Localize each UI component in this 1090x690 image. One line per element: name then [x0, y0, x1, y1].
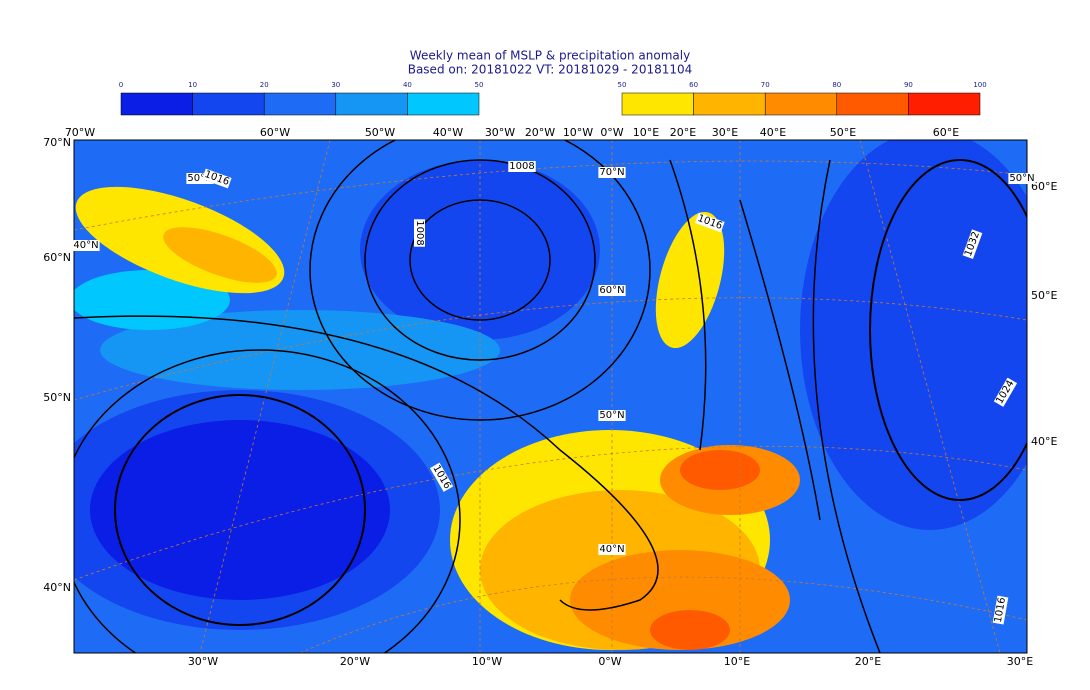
colorbars: 0 10 20 30 40 50 50 60 70 80 90 100 — [119, 81, 987, 116]
colorbar-tick-label: 10 — [188, 81, 197, 89]
label-box — [429, 462, 454, 492]
label-box — [186, 173, 214, 184]
top-axis-label: 10°W — [563, 126, 593, 139]
bottom-axis-label: 20°W — [340, 655, 370, 668]
subtitle: Based on: 20181022 VT: 20181029 - 201811… — [408, 63, 693, 77]
top-axis-label: 20°E — [670, 126, 696, 139]
label-box — [1008, 173, 1036, 184]
colorbar-tick-label: 50 — [475, 81, 484, 89]
label-box — [598, 285, 626, 296]
graticule-label: 50°N — [599, 410, 624, 421]
label-box — [598, 167, 626, 178]
isobars — [74, 140, 1027, 653]
colorbar-swatch — [764, 92, 838, 116]
label-box — [962, 229, 983, 259]
right-axis-label: 50°E — [1031, 289, 1057, 302]
labels: 70°W 60°W 50°W 40°W 30°W 20°W 10°W 0°W 10°E 20°E 3… — [43, 126, 1057, 668]
label-box — [202, 168, 232, 189]
colorbar-tick-label: 90 — [904, 81, 913, 89]
colorbar-swatch — [621, 92, 694, 116]
colorbar-tick-label: 40 — [403, 81, 412, 89]
map-field — [74, 140, 1027, 653]
anomaly-area — [800, 140, 1027, 530]
bottom-axis-label: 30°W — [188, 655, 218, 668]
top-axis-label: 50°W — [365, 126, 395, 139]
anomaly-area — [90, 420, 390, 600]
colorbar-tick-label: 0 — [119, 81, 123, 89]
top-axis-label: 70°W — [65, 126, 95, 139]
graticule-label: 50°N — [1009, 173, 1034, 184]
top-axis-label: 20°W — [525, 126, 555, 139]
graticule-label: 60°N — [599, 285, 624, 296]
label-box — [508, 161, 536, 172]
top-axis-label: 10°E — [633, 126, 659, 139]
label-box — [598, 544, 626, 555]
left-axis-label: 40°N — [43, 581, 71, 594]
colorbar-tick-label: 50 — [618, 81, 627, 89]
title: Weekly mean of MSLP & precipitation anom… — [410, 49, 690, 63]
colorbar-swatch — [407, 92, 480, 116]
left-axis-label: 50°N — [43, 391, 71, 404]
isobar-label: 1008 — [509, 161, 534, 172]
right-axis-label: 40°E — [1031, 435, 1057, 448]
bottom-axis-label: 10°E — [724, 655, 750, 668]
left-axis-label: 60°N — [43, 251, 71, 264]
anomaly-area — [100, 310, 500, 390]
top-axis-label: 30°E — [712, 126, 738, 139]
bottom-axis-label: 0°W — [598, 655, 621, 668]
colorbar-swatch — [693, 92, 766, 116]
bottom-axis-label: 20°E — [855, 655, 881, 668]
anomaly-area — [650, 610, 730, 650]
left-axis-label: 70°N — [43, 136, 71, 149]
colorbar-swatch — [192, 92, 265, 116]
top-axis-label: 30°W — [485, 126, 515, 139]
colorbar-tick-label: 100 — [973, 81, 986, 89]
graticule-label: 40°N — [599, 544, 624, 555]
top-axis-label: 60°E — [933, 126, 959, 139]
graticule-label: 70°N — [599, 167, 624, 178]
graticule-label: 40°N — [73, 240, 98, 251]
anomaly-area — [680, 450, 760, 490]
colorbar-swatch — [836, 92, 909, 116]
label-box — [695, 212, 725, 233]
label-box — [414, 219, 425, 247]
isobar-label: 1008 — [414, 220, 425, 245]
label-box — [992, 595, 1009, 625]
label-box — [598, 410, 626, 421]
top-axis-label: 60°W — [260, 126, 290, 139]
colorbar-tick-label: 80 — [832, 81, 841, 89]
anomaly-area — [163, 227, 277, 283]
colorbar-swatch — [120, 92, 193, 116]
label-box — [72, 240, 100, 251]
graticule-label: 50°N — [187, 173, 212, 184]
right-axis-label: 60°E — [1031, 180, 1057, 193]
bottom-axis-label: 10°W — [472, 655, 502, 668]
colorbar-tick-label: 70 — [761, 81, 770, 89]
isobar-label: 1016 — [993, 597, 1008, 624]
colorbar-tick-label: 60 — [689, 81, 698, 89]
top-axis-label: 0°W — [600, 126, 623, 139]
top-axis-label: 40°E — [760, 126, 786, 139]
colorbar-tick-label: 30 — [331, 81, 340, 89]
label-box — [993, 377, 1018, 407]
colorbar-tick-label: 20 — [260, 81, 269, 89]
bottom-axis-label: 30°E — [1007, 655, 1033, 668]
colorbar-swatch — [335, 92, 408, 116]
top-axis-label: 40°W — [433, 126, 463, 139]
colorbar-swatch — [263, 92, 337, 116]
map-frame — [73, 139, 1028, 654]
colorbar-swatch — [908, 92, 981, 116]
anomaly-area — [655, 211, 725, 349]
anomaly-area — [570, 550, 790, 650]
top-axis-label: 50°E — [830, 126, 856, 139]
